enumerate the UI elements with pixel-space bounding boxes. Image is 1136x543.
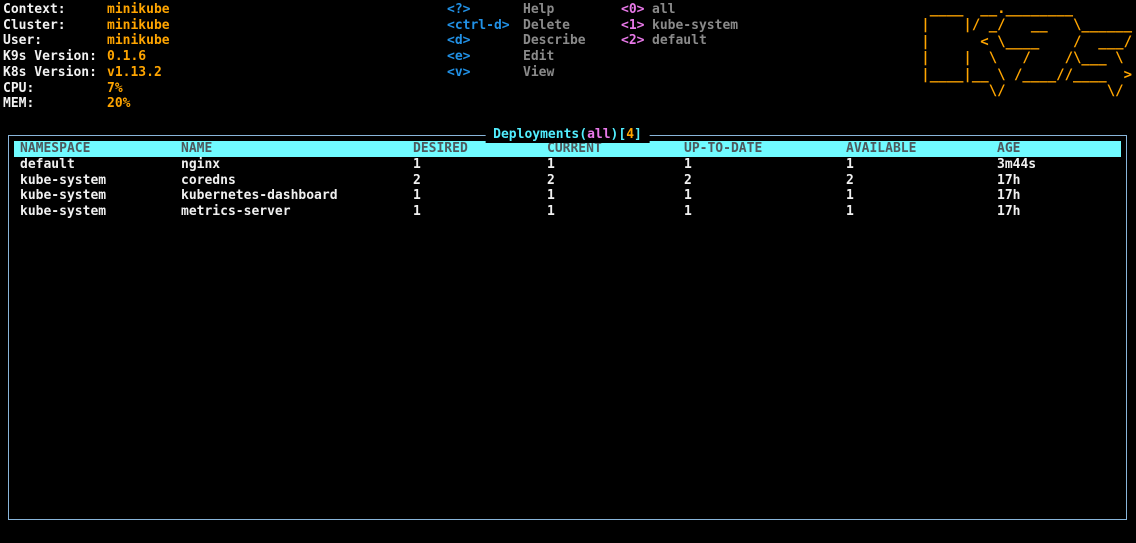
- table-cell: 3m44s: [997, 157, 1037, 172]
- command-hint: <v> View: [447, 65, 586, 81]
- table-row[interactable]: kube-system kubernetes-dashboard 1 1 1 1 17h: [14, 188, 1121, 204]
- panel-title-suffix: ]: [634, 127, 642, 142]
- table-row[interactable]: kube-system metrics-server 1 1 1 1 17h: [14, 204, 1121, 220]
- table-cell: 1: [547, 157, 555, 172]
- table-cell: 17h: [997, 172, 1021, 188]
- menu-namespace-hints: <0> all <1> kube-system <2> default: [621, 2, 738, 49]
- menu-command-hints: <?> Help <ctrl-d> Delete <d> Describe <e…: [447, 2, 586, 81]
- cluster-info-value: v1.13.2: [107, 64, 162, 80]
- panel-title: Deployments(all)[4]: [485, 127, 650, 143]
- namespace-hint[interactable]: <1> kube-system: [621, 18, 738, 34]
- table-cell: 1: [846, 204, 854, 220]
- panel-title-count: 4: [626, 127, 635, 142]
- command-key: <d>: [447, 33, 471, 49]
- table-cell: metrics-server: [181, 204, 291, 220]
- command-hint: <?> Help: [447, 2, 586, 18]
- column-header: CURRENT: [547, 141, 602, 156]
- table-cell: 1: [413, 188, 421, 204]
- namespace-key: <1>: [621, 17, 645, 33]
- cluster-info: Context: minikube Cluster: minikube User…: [3, 2, 170, 112]
- command-hint: <e> Edit: [447, 49, 586, 65]
- command-key: <e>: [447, 49, 471, 65]
- table-header-row: NAMESPACE NAME DESIRED CURRENT UP-TO-DATE AVA…: [14, 141, 1121, 157]
- cluster-info-label: K8s Version:: [3, 64, 97, 80]
- cluster-info-label: K9s Version:: [3, 49, 97, 65]
- table-cell: kube-system: [20, 204, 107, 220]
- table-cell: 1: [846, 157, 854, 172]
- table-cell: 1: [684, 204, 692, 220]
- cluster-info-value: 7%: [107, 80, 123, 96]
- namespace-label: default: [652, 33, 707, 49]
- table-cell: 2: [547, 172, 555, 188]
- panel-title-mid: )[: [610, 127, 627, 142]
- command-label: Edit: [523, 49, 555, 65]
- command-key: <ctrl-d>: [447, 17, 510, 33]
- panel-title-namespace: all: [587, 127, 611, 142]
- table-cell: 1: [547, 188, 555, 204]
- table-cell: 2: [684, 172, 692, 188]
- table-cell: kube-system: [20, 172, 107, 188]
- command-hint: <d> Describe: [447, 33, 586, 49]
- command-hint: <ctrl-d> Delete: [447, 18, 586, 34]
- namespace-hint[interactable]: <0> all: [621, 2, 738, 18]
- cluster-info-label: User:: [3, 33, 43, 49]
- deployments-panel: Deployments(all)[4] NAMESPACE NAME DESIRED…: [8, 127, 1127, 520]
- table-row[interactable]: default nginx 1 1 1 1 3m44s: [14, 157, 1121, 173]
- table-cell: 17h: [997, 204, 1021, 220]
- table-cell: coredns: [181, 172, 236, 188]
- column-header: NAMESPACE: [20, 141, 91, 156]
- cluster-info-row: Cluster: minikube: [3, 18, 170, 34]
- column-header: AGE: [997, 141, 1021, 156]
- table-cell: 17h: [997, 188, 1021, 204]
- cluster-info-value: 0.1.6: [107, 49, 147, 65]
- table-cell: 1: [846, 188, 854, 204]
- table-cell: 1: [413, 157, 421, 172]
- cluster-info-label: CPU:: [3, 80, 35, 96]
- cluster-info-label: Cluster:: [3, 17, 66, 33]
- cluster-info-row: K8s Version: v1.13.2: [3, 65, 170, 81]
- cluster-info-value: minikube: [107, 2, 170, 17]
- table-cell: 1: [413, 204, 421, 220]
- cluster-info-row: Context: minikube: [3, 2, 170, 18]
- table-cell: default: [20, 157, 75, 172]
- command-label: Delete: [523, 17, 570, 33]
- table-cell: 1: [684, 157, 692, 172]
- table-cell: 1: [684, 188, 692, 204]
- column-header: NAME: [181, 141, 213, 156]
- cluster-info-value: minikube: [107, 17, 170, 33]
- namespace-label: all: [652, 2, 676, 17]
- namespace-hint[interactable]: <2> default: [621, 33, 738, 49]
- column-header: AVAILABLE: [846, 141, 917, 156]
- command-label: Describe: [523, 33, 586, 49]
- cluster-info-row: MEM: 20%: [3, 96, 170, 112]
- table-cell: kubernetes-dashboard: [181, 188, 338, 204]
- command-key: <v>: [447, 64, 471, 80]
- table-cell: kube-system: [20, 188, 107, 204]
- cluster-info-label: MEM:: [3, 96, 35, 112]
- cluster-info-value: 20%: [107, 96, 131, 112]
- command-key: <?>: [447, 2, 471, 17]
- table-cell: 1: [547, 204, 555, 220]
- cluster-info-label: Context:: [3, 2, 66, 17]
- column-header: DESIRED: [413, 141, 468, 156]
- panel-title-prefix: Deployments(: [493, 127, 588, 142]
- command-label: Help: [523, 2, 555, 17]
- table-row[interactable]: kube-system coredns 2 2 2 2 17h: [14, 173, 1121, 189]
- cluster-info-value: minikube: [107, 33, 170, 49]
- table-cell: 2: [413, 172, 421, 188]
- table-cell: nginx: [181, 157, 221, 172]
- cluster-info-row: CPU: 7%: [3, 81, 170, 97]
- namespace-key: <2>: [621, 33, 645, 49]
- table-cell: 2: [846, 172, 854, 188]
- namespace-key: <0>: [621, 2, 645, 17]
- command-label: View: [523, 64, 555, 80]
- column-header: UP-TO-DATE: [684, 141, 763, 156]
- cluster-info-row: K9s Version: 0.1.6: [3, 49, 170, 65]
- k9s-logo-ascii: ____ __.________ | |/ _/ __ \______ | < …: [921, 1, 1132, 100]
- namespace-label: kube-system: [652, 17, 739, 33]
- table-body: default nginx 1 1 1 1 3m44s kube-system coredns…: [14, 157, 1121, 220]
- cluster-info-row: User: minikube: [3, 33, 170, 49]
